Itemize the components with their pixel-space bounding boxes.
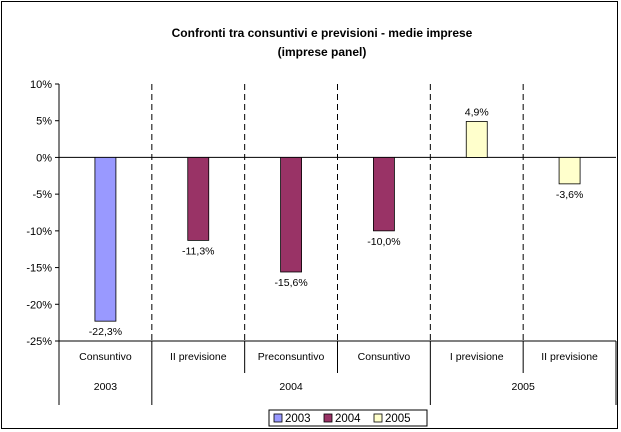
y-tick-label: -5% xyxy=(32,189,52,201)
data-label: -10,0% xyxy=(367,236,400,248)
bar-2004 xyxy=(373,157,395,232)
chart-title: Confronti tra consuntivi e previsioni - … xyxy=(172,26,473,59)
group-label: 2004 xyxy=(279,381,303,393)
data-label: -3,6% xyxy=(556,189,583,201)
legend-box xyxy=(268,409,428,427)
chart-title-line-2: (imprese panel) xyxy=(278,45,367,59)
data-label: -11,3% xyxy=(182,245,215,257)
group-label: 2003 xyxy=(94,381,118,393)
legend-label-2004: 2004 xyxy=(335,413,361,425)
y-tick-label: 5% xyxy=(36,116,52,128)
group-label: 2005 xyxy=(511,381,535,393)
category-label: Consuntivo xyxy=(358,351,411,363)
category-label: II previsione xyxy=(170,351,227,363)
legend-swatch-2003 xyxy=(273,413,283,423)
legend-label-2005: 2005 xyxy=(385,413,411,425)
bar-2005 xyxy=(465,121,488,158)
legend-label-2003: 2003 xyxy=(285,413,311,425)
legend-swatch-2004 xyxy=(323,413,333,423)
category-label: II previsione xyxy=(541,351,598,363)
y-tick-label: -25% xyxy=(26,336,52,348)
data-label: -15,6% xyxy=(274,277,307,289)
y-tick-label: -20% xyxy=(26,299,52,311)
category-label: Consuntivo xyxy=(79,351,132,363)
bar-2004 xyxy=(187,157,210,241)
category-label: I previsione xyxy=(450,351,504,363)
chart-title-line-1: Confronti tra consuntivi e previsioni - … xyxy=(172,26,473,40)
y-tick-label: 0% xyxy=(36,152,52,164)
plot-area: 10% 5% 0% -5% -10% -15% -20% -25% Consuntivo II p… xyxy=(26,79,617,405)
bar-2004 xyxy=(280,157,302,273)
category-label: Preconsuntivo xyxy=(258,351,325,363)
y-tick-label: -15% xyxy=(26,263,52,275)
y-tick-label: -10% xyxy=(26,226,52,238)
bar-2003 xyxy=(94,157,117,322)
legend: 2003 2004 2005 xyxy=(268,409,428,427)
data-label: -22,3% xyxy=(89,326,122,338)
bar-2005 xyxy=(558,157,581,185)
data-label: 4,9% xyxy=(465,106,489,118)
legend-swatch-2005 xyxy=(373,413,383,423)
y-tick-label: 10% xyxy=(30,79,52,91)
